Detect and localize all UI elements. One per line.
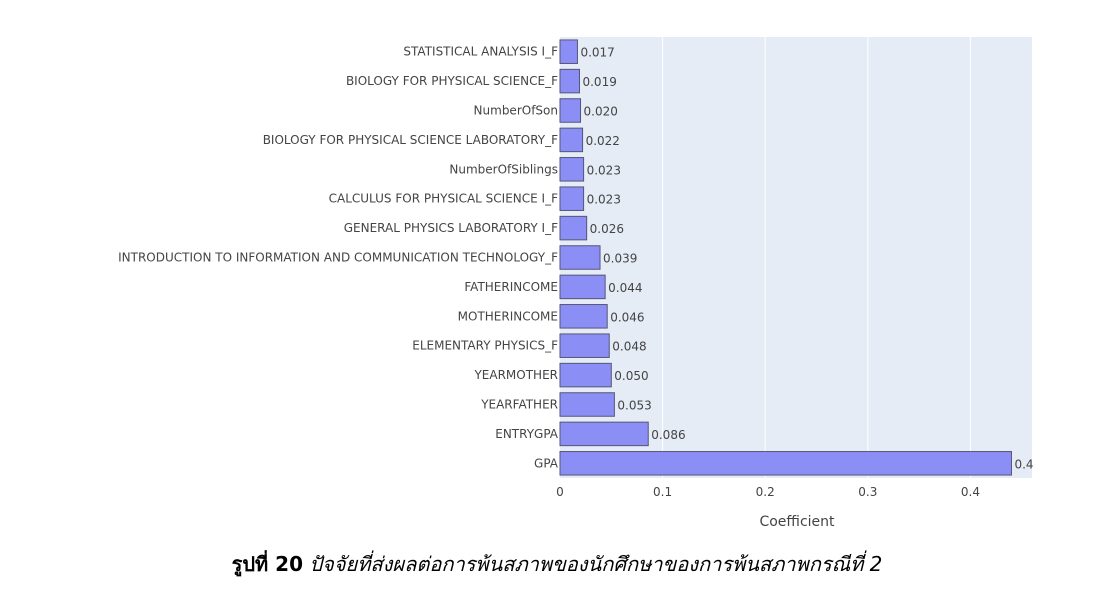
- bar: [559, 98, 582, 123]
- category-label: ENTRYGPA: [495, 427, 559, 441]
- value-label: 0.020: [584, 105, 618, 119]
- bar: [559, 127, 584, 153]
- value-label: 0.048: [612, 340, 646, 354]
- bar: [559, 157, 585, 182]
- x-tick-labels: 0 0.1 0.2 0.3 0.4: [556, 485, 980, 499]
- grid-lines: [662, 37, 971, 478]
- category-label: GENERAL PHYSICS LABORATORY I_F: [344, 221, 558, 235]
- bar: [559, 274, 606, 300]
- caption-label: รูปที่ 20: [231, 552, 303, 576]
- value-label: 0.4: [1014, 457, 1033, 471]
- category-label: INTRODUCTION TO INFORMATION AND COMMUNIC…: [118, 251, 558, 265]
- bars: [559, 39, 1012, 476]
- category-label: CALCULUS FOR PHYSICAL SCIENCE I_F: [329, 192, 558, 206]
- bar: [559, 362, 612, 388]
- bar: [559, 451, 1012, 476]
- category-label: YEARFATHER: [480, 398, 558, 412]
- x-tick-label: 0.2: [756, 485, 775, 499]
- bar: [559, 215, 588, 241]
- value-label: 0.026: [590, 222, 624, 236]
- value-label: 0.019: [582, 75, 616, 89]
- plot-area: [560, 37, 1032, 478]
- x-tick-label: 0.4: [961, 485, 980, 499]
- category-label: MOTHERINCOME: [458, 309, 558, 323]
- value-label: 0.023: [587, 163, 621, 177]
- value-labels: 0.017 0.019 0.020 0.022 0.023 0.023 0.026 0.039…: [580, 46, 1033, 472]
- value-label: 0.086: [651, 428, 685, 442]
- category-label: FATHERINCOME: [464, 280, 558, 294]
- x-axis-title: Coefficient: [759, 514, 835, 530]
- caption-text: ปัจจัยที่ส่งผลต่อการพ้นสภาพของนักศึกษาขอ…: [309, 552, 883, 576]
- bar: [559, 186, 585, 211]
- bar: [559, 245, 601, 270]
- category-label: BIOLOGY FOR PHYSICAL SCIENCE LABORATORY_…: [263, 133, 558, 147]
- x-tick-label: 0.3: [858, 485, 877, 499]
- category-label: YEARMOTHER: [473, 368, 558, 382]
- value-label: 0.017: [580, 46, 614, 60]
- value-label: 0.044: [608, 281, 642, 295]
- value-label: 0.053: [617, 399, 651, 413]
- x-tick-label: 0: [556, 485, 564, 499]
- category-label: ELEMENTARY PHYSICS_F: [412, 339, 558, 353]
- value-label: 0.046: [610, 310, 644, 324]
- category-label: STATISTICAL ANALYSIS I_F: [403, 45, 558, 59]
- value-label: 0.023: [587, 193, 621, 207]
- category-label: NumberOfSon: [474, 104, 558, 118]
- bar: [559, 392, 615, 417]
- category-labels: STATISTICAL ANALYSIS I_F BIOLOGY FOR PHYS…: [118, 45, 559, 471]
- x-tick-label: 0.1: [653, 485, 672, 499]
- category-label: NumberOfSiblings: [449, 162, 558, 176]
- coefficient-bar-chart: STATISTICAL ANALYSIS I_F BIOLOGY FOR PHYS…: [118, 37, 1034, 530]
- bar: [559, 421, 649, 447]
- category-label: GPA: [534, 456, 559, 470]
- category-label: BIOLOGY FOR PHYSICAL SCIENCE_F: [346, 74, 558, 88]
- value-label: 0.022: [586, 134, 620, 148]
- bar: [559, 39, 578, 64]
- figure-caption: รูปที่ 20 ปัจจัยที่ส่งผลต่อการพ้นสภาพของ…: [0, 548, 1114, 580]
- value-label: 0.050: [614, 369, 648, 383]
- bar: [559, 304, 608, 329]
- value-label: 0.039: [603, 252, 637, 266]
- bar: [559, 333, 610, 358]
- bar: [559, 68, 580, 94]
